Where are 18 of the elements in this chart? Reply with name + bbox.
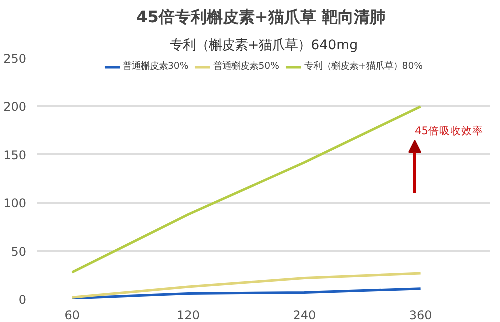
y-tick-label: 50 [11, 244, 27, 259]
y-tick-label: 0 [18, 293, 27, 307]
legend-label: 专利（槲皮素+猫爪草）80% [304, 60, 424, 73]
chart-title: 45倍专利槲皮素+猫爪草 靶向清肺 [136, 8, 386, 26]
chart-subtitle: 专利（槲皮素+猫爪草）640mg [170, 38, 358, 54]
line-series [71, 272, 422, 299]
legend-label: 普通槲皮素50% [214, 60, 280, 73]
line-series [71, 288, 422, 300]
annotation: 45倍吸收效率 [415, 124, 484, 138]
x-tick-label: 240 [293, 308, 316, 322]
x-tick-label: 120 [177, 308, 200, 322]
y-tick-label: 150 [4, 148, 26, 162]
x-tick-label: 60 [64, 308, 80, 322]
legend-label: 普通槲皮素30% [122, 60, 189, 73]
y-tick-label: 250 [4, 52, 26, 66]
x-tick-label: 360 [409, 308, 432, 322]
y-tick-label: 200 [4, 100, 26, 114]
y-tick-label: 100 [4, 196, 26, 211]
